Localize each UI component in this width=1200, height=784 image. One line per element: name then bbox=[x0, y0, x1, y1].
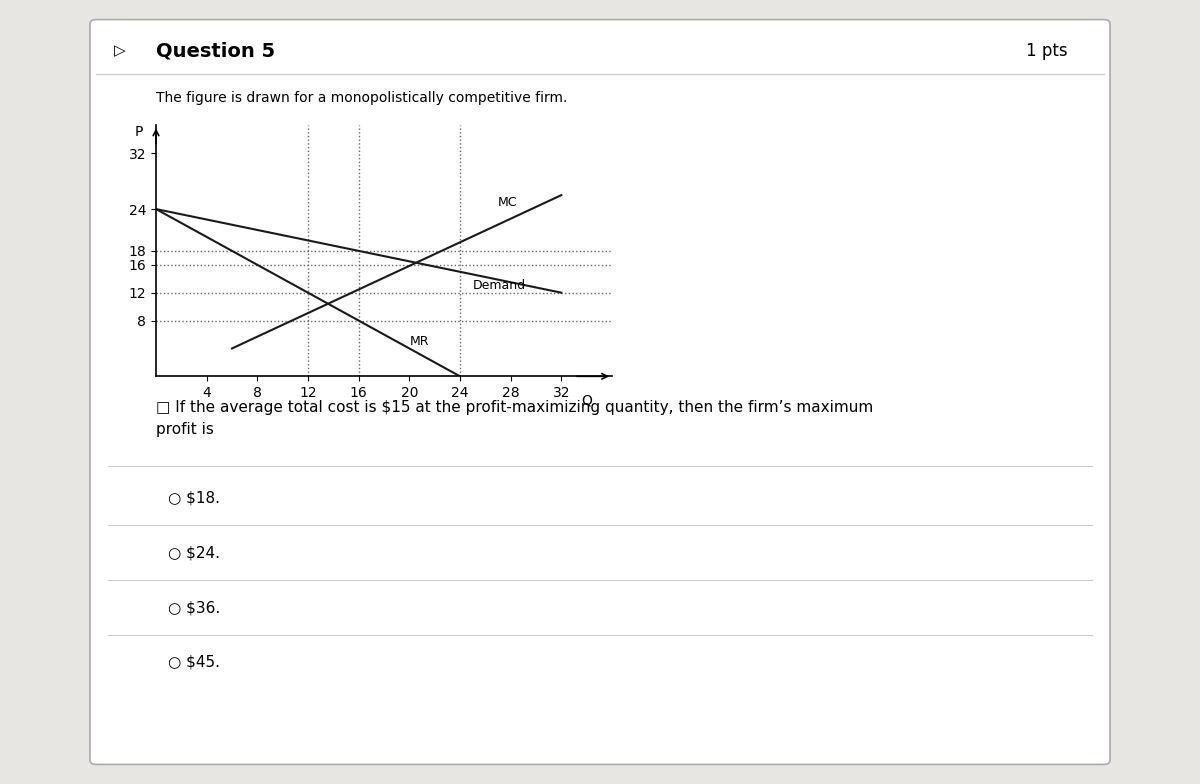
Text: Q: Q bbox=[581, 394, 592, 408]
Text: Demand: Demand bbox=[473, 279, 526, 292]
Text: ○ $18.: ○ $18. bbox=[168, 490, 220, 506]
Text: The figure is drawn for a monopolistically competitive firm.: The figure is drawn for a monopolistical… bbox=[156, 91, 568, 105]
Text: □ If the average total cost is $15 at the profit-maximizing quantity, then the f: □ If the average total cost is $15 at th… bbox=[156, 400, 874, 437]
Text: MC: MC bbox=[498, 196, 517, 209]
Text: ○ $36.: ○ $36. bbox=[168, 600, 221, 615]
Text: ○ $45.: ○ $45. bbox=[168, 655, 220, 670]
FancyBboxPatch shape bbox=[90, 20, 1110, 764]
Text: ▷: ▷ bbox=[114, 43, 126, 59]
Text: 1 pts: 1 pts bbox=[1026, 42, 1068, 60]
Text: Question 5: Question 5 bbox=[156, 42, 275, 60]
Text: MR: MR bbox=[409, 335, 428, 348]
Text: ○ $24.: ○ $24. bbox=[168, 545, 220, 561]
Text: P: P bbox=[134, 125, 143, 140]
